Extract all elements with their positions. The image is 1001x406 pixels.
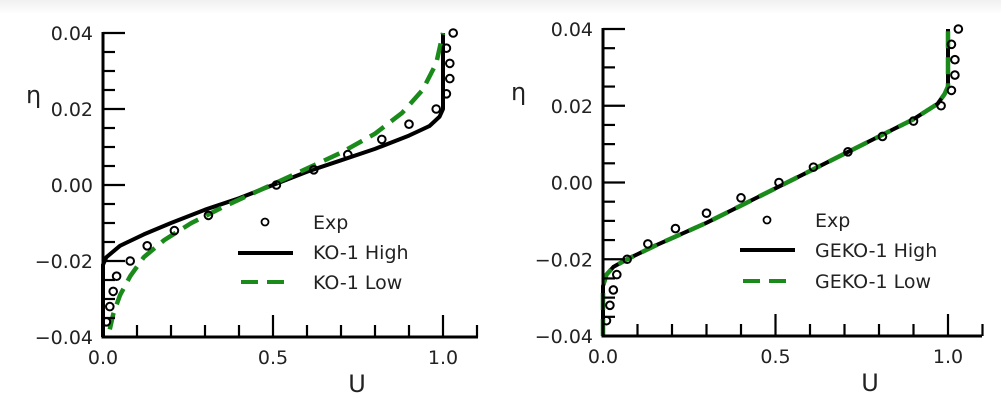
exp-data-point [950, 70, 960, 80]
exp-data-point [203, 210, 214, 221]
x-tick-label: 0.5 [258, 347, 288, 369]
x-axis-title: U [861, 369, 879, 397]
y-tick-label: −0.04 [35, 327, 93, 349]
exp-data-point [643, 239, 653, 249]
exp-data-point [169, 225, 180, 236]
exp-data-point [271, 180, 282, 190]
x-tick-label: 0.5 [760, 346, 790, 368]
exp-data-point [125, 256, 135, 266]
plot-marks [600, 24, 964, 336]
exp-data-point [936, 100, 946, 111]
y-tick-label: −0.02 [535, 249, 593, 271]
exp-data-point [441, 43, 452, 54]
legend: Exp GEKO-1 High GEKO-1 Low [740, 210, 937, 293]
exp-data-point [946, 39, 957, 50]
legend-exp-marker [260, 217, 270, 227]
exp-data-point [377, 134, 387, 145]
exp-data-point [774, 177, 784, 188]
y-tick-label: −0.04 [535, 326, 593, 348]
y-axis-title: η [511, 78, 526, 106]
series-line-low [600, 29, 951, 336]
exp-data-point [445, 73, 455, 84]
x-tick-label: 0.0 [88, 347, 118, 369]
series-line-low [107, 32, 446, 330]
exp-data-point [605, 300, 615, 311]
axes [101, 32, 478, 339]
exp-data-point [309, 165, 319, 175]
exp-data-point [908, 116, 919, 126]
legend: Exp KO-1 High KO-1 Low [238, 212, 409, 294]
legend-exp-marker [762, 215, 772, 225]
y-tick-label: 0.04 [551, 19, 593, 41]
y-tick-label: −0.02 [35, 251, 93, 273]
chart-panel-left: 0.04 0.02 0.00 −0.02 −0.040.0 0.5 1.0 η U Exp … [26, 23, 479, 398]
exp-data-point [950, 54, 960, 65]
exp-data-point [736, 193, 746, 203]
y-tick-label: 0.00 [51, 175, 93, 197]
exp-data-point [608, 285, 619, 295]
y-axis-title: η [26, 81, 41, 109]
exp-data-point [343, 149, 353, 160]
exp-data-point [105, 301, 115, 312]
exp-data-point [142, 241, 152, 251]
legend-label-high: GEKO-1 High [815, 240, 937, 262]
chart-panel-right: 0.04 0.02 0.00 −0.02 −0.040.0 0.5 1.0 η U Exp … [511, 19, 984, 397]
y-tick-label: 0.04 [51, 23, 93, 45]
exp-data-point [843, 147, 853, 157]
exp-data-point [111, 271, 122, 282]
plot-marks [101, 28, 459, 337]
ticks: 0.04 0.02 0.00 −0.02 −0.040.0 0.5 1.0 [35, 23, 479, 369]
legend-label-low: GEKO-1 Low [815, 271, 931, 293]
legend-label-low: KO-1 Low [313, 272, 402, 294]
x-tick-label: 0.0 [588, 346, 618, 368]
exp-data-point [670, 223, 681, 234]
exp-data-point [877, 131, 888, 142]
legend-label-high: KO-1 High [313, 242, 409, 264]
exp-data-point [808, 162, 819, 172]
exp-data-point [448, 28, 459, 38]
legend-label-exp: Exp [313, 212, 348, 234]
x-tick-label: 1.0 [933, 346, 963, 368]
ticks: 0.04 0.02 0.00 −0.02 −0.040.0 0.5 1.0 [535, 19, 984, 368]
exp-data-point [441, 89, 452, 99]
x-tick-label: 1.0 [428, 347, 458, 369]
legend-label-exp: Exp [815, 210, 850, 232]
exp-data-point [612, 269, 622, 280]
exp-data-point [404, 119, 414, 129]
exp-data-point [431, 104, 442, 114]
exp-data-point [108, 286, 118, 297]
y-tick-label: 0.02 [551, 96, 593, 118]
y-tick-label: 0.00 [551, 173, 593, 195]
exp-data-point [953, 24, 964, 34]
top-shadow-bar [0, 0, 1001, 14]
exp-data-point [701, 208, 712, 218]
x-axis-title: U [348, 370, 366, 398]
exp-data-point [946, 85, 957, 96]
y-tick-label: 0.02 [51, 99, 93, 121]
exp-data-point [445, 58, 455, 69]
